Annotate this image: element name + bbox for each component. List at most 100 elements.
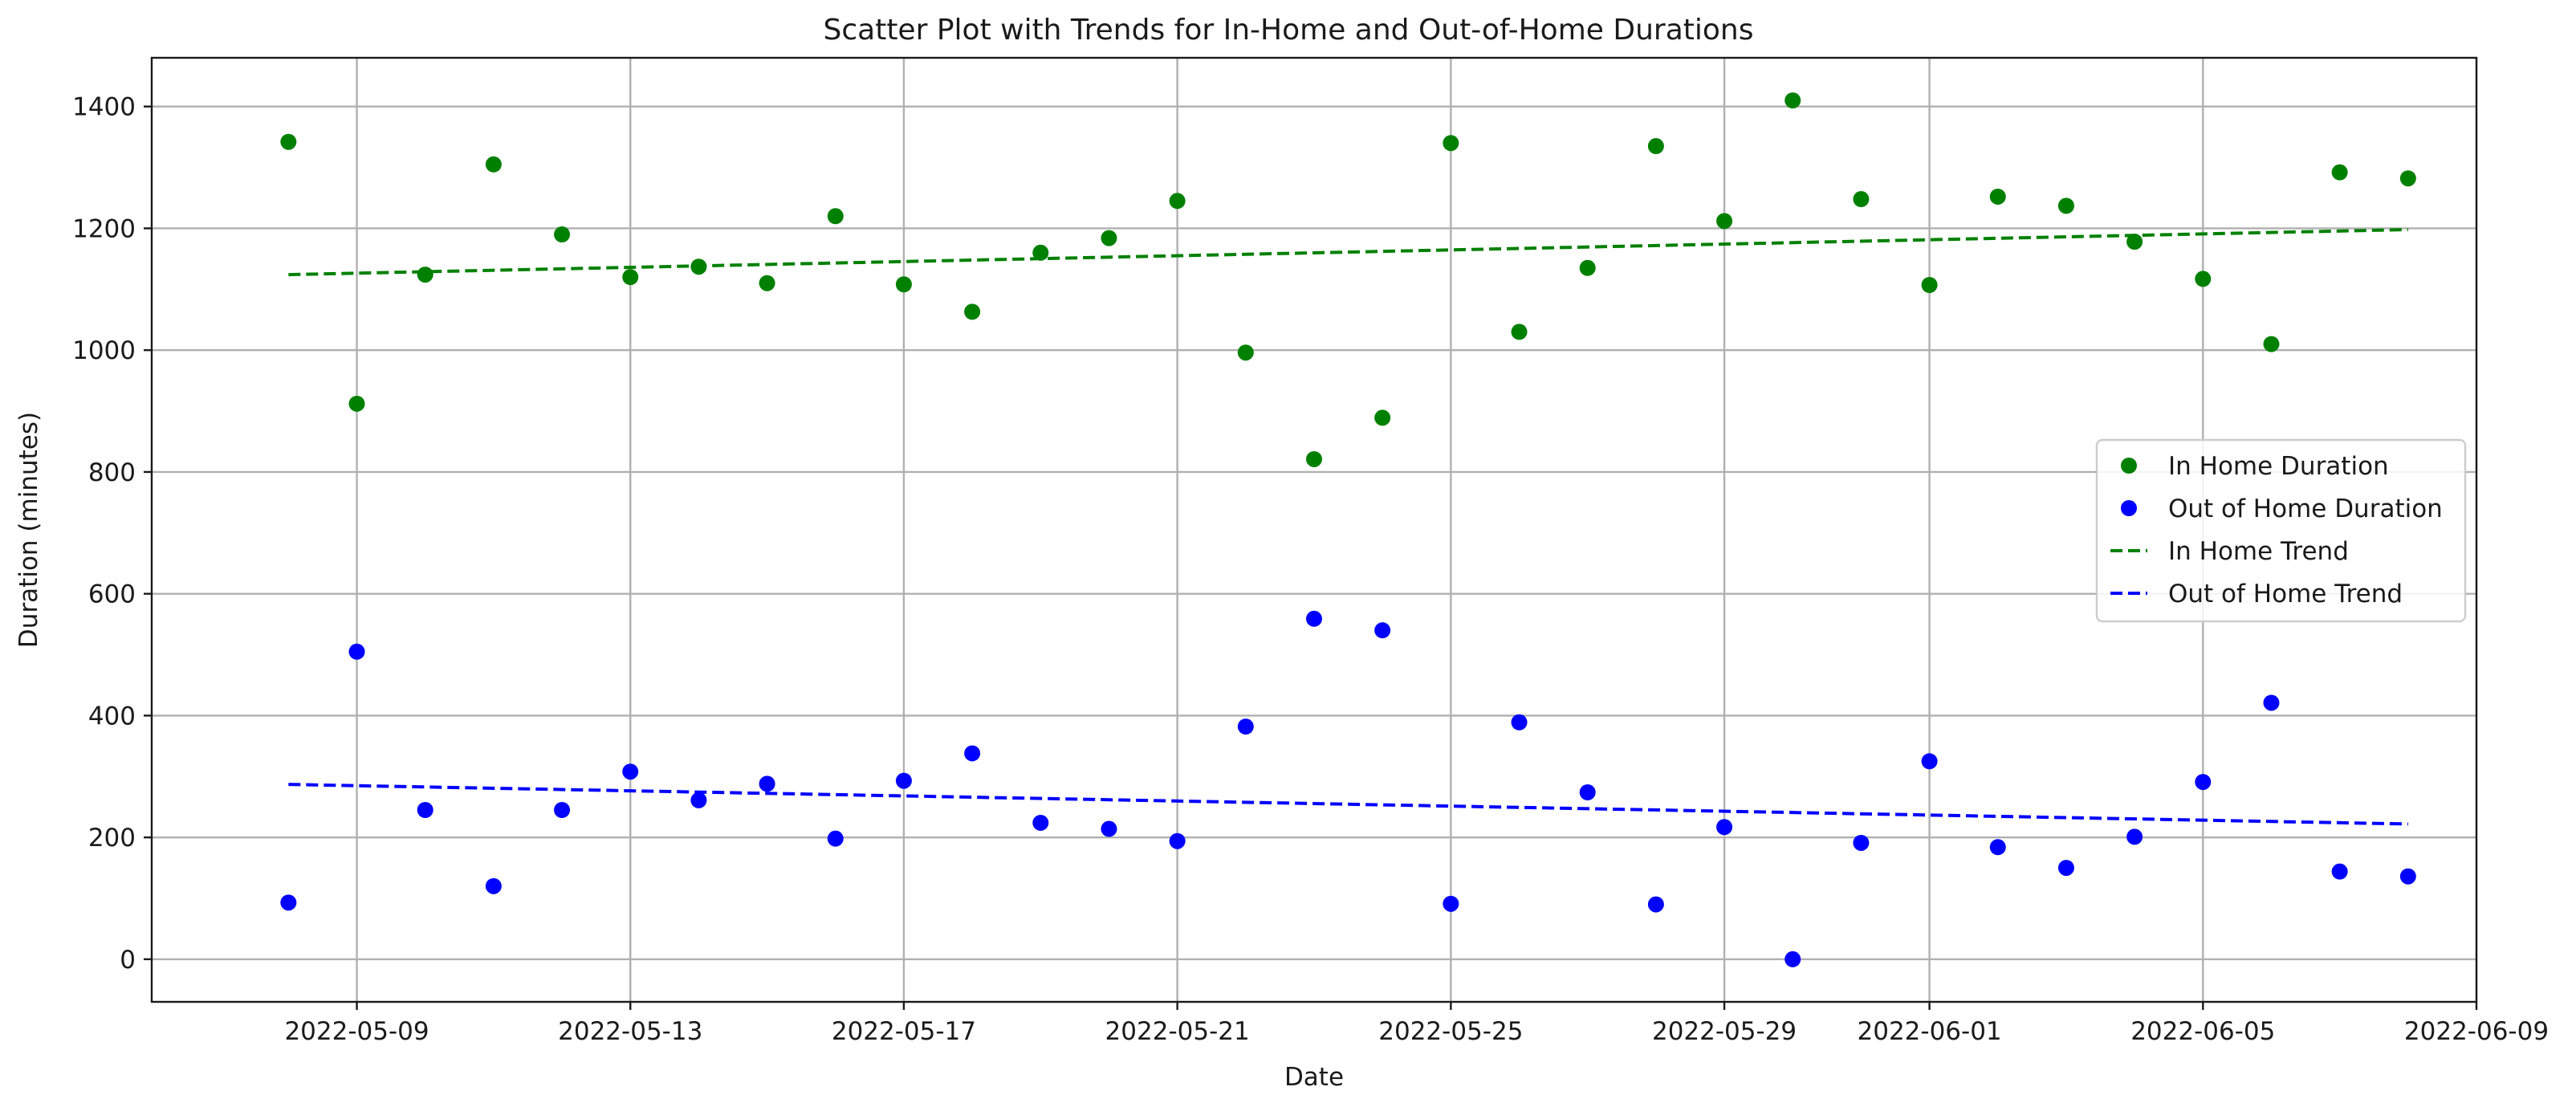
data-point — [1101, 230, 1117, 246]
data-point — [1032, 244, 1049, 261]
y-tick-label: 200 — [88, 824, 136, 853]
data-point — [280, 133, 297, 150]
legend-label: Out of Home Duration — [2168, 495, 2443, 523]
data-point — [348, 643, 365, 660]
data-point — [1443, 135, 1459, 152]
data-point — [759, 775, 775, 792]
data-point — [1101, 820, 1117, 837]
y-tick-label: 600 — [88, 580, 136, 609]
data-point — [554, 226, 571, 243]
plot-frame — [150, 56, 2478, 1003]
data-point — [964, 745, 981, 762]
data-point — [690, 258, 707, 275]
x-tick-label: 2022-05-13 — [558, 1017, 702, 1046]
data-point — [690, 792, 707, 808]
data-point — [2126, 234, 2143, 250]
x-tick-label: 2022-05-17 — [832, 1017, 976, 1046]
axis-ticks: 2022-05-09 2022-05-13 2022-05-17 2022-05-21… — [72, 93, 2549, 1046]
x-tick-label: 2022-06-01 — [1858, 1017, 2002, 1046]
trend-lines — [288, 227, 2408, 826]
data-point — [2126, 828, 2143, 845]
x-tick-label: 2022-06-09 — [2404, 1017, 2549, 1046]
data-point — [1989, 839, 2006, 856]
y-tick-label: 800 — [88, 458, 136, 487]
data-point — [2195, 774, 2212, 791]
y-tick-label: 0 — [120, 946, 136, 975]
data-point — [622, 269, 639, 286]
data-point — [622, 763, 639, 780]
y-tick-label: 1200 — [72, 214, 136, 243]
data-point — [2057, 197, 2074, 214]
data-point — [417, 267, 433, 283]
data-points — [280, 92, 2416, 967]
data-point — [1784, 950, 1801, 967]
x-tick-label: 2022-05-29 — [1652, 1017, 1797, 1046]
data-point — [1784, 92, 1801, 109]
data-point — [348, 395, 365, 412]
legend-label: Out of Home Trend — [2168, 580, 2403, 608]
y-tick-label: 1400 — [72, 93, 136, 122]
trend-line — [288, 227, 2408, 277]
data-point — [554, 802, 571, 819]
x-axis-label: Date — [1284, 1063, 1344, 1092]
data-point — [1989, 188, 2006, 205]
legend-label: In Home Trend — [2168, 537, 2349, 566]
data-point — [1921, 753, 1938, 770]
legend-marker — [2121, 458, 2137, 474]
data-point — [1716, 213, 1733, 230]
y-axis-label: Duration (minutes) — [14, 412, 43, 648]
legend-label: In Home Duration — [2168, 452, 2389, 481]
data-point — [485, 877, 502, 894]
x-tick-label: 2022-05-09 — [284, 1017, 429, 1046]
data-point — [1647, 138, 1664, 155]
data-point — [417, 802, 433, 819]
data-point — [1237, 718, 1254, 735]
data-point — [1169, 832, 1186, 849]
data-point — [759, 275, 775, 291]
chart-title: Scatter Plot with Trends for In-Home and… — [824, 14, 1754, 47]
data-point — [1716, 819, 1733, 836]
data-point — [1374, 409, 1391, 426]
data-point — [1511, 714, 1528, 731]
data-point — [2057, 860, 2074, 877]
data-point — [2263, 694, 2280, 711]
data-point — [964, 303, 981, 320]
data-point — [895, 772, 912, 789]
x-tick-label: 2022-05-21 — [1105, 1017, 1250, 1046]
y-tick-label: 400 — [88, 702, 136, 731]
data-point — [1032, 814, 1049, 831]
x-tick-label: 2022-06-05 — [2130, 1017, 2275, 1046]
data-point — [1853, 834, 1870, 851]
data-point — [280, 894, 297, 911]
data-point — [1306, 610, 1322, 627]
data-point — [2399, 170, 2416, 187]
data-point — [827, 208, 844, 225]
y-tick-label: 1000 — [72, 336, 136, 365]
data-point — [895, 276, 912, 293]
data-point — [2263, 336, 2280, 352]
data-point — [1579, 259, 1596, 276]
data-point — [2399, 868, 2416, 885]
data-point — [1579, 784, 1596, 801]
data-point — [827, 830, 844, 847]
legend-marker — [2121, 500, 2137, 516]
legend-box — [2095, 438, 2467, 623]
data-point — [2331, 164, 2348, 181]
trend-line — [288, 783, 2408, 826]
data-point — [1237, 344, 1254, 361]
data-point — [485, 156, 502, 173]
data-point — [2195, 271, 2212, 287]
data-point — [1511, 324, 1528, 340]
data-point — [1647, 896, 1664, 913]
data-point — [1443, 895, 1459, 912]
data-point — [1921, 276, 1938, 293]
data-point — [2331, 863, 2348, 880]
legend: In Home Duration Out of Home Duration In H… — [2095, 438, 2467, 623]
x-tick-label: 2022-05-25 — [1378, 1017, 1523, 1046]
data-point — [1374, 622, 1391, 639]
data-point — [1853, 191, 1870, 208]
data-point — [1169, 193, 1186, 210]
data-point — [1306, 450, 1322, 467]
